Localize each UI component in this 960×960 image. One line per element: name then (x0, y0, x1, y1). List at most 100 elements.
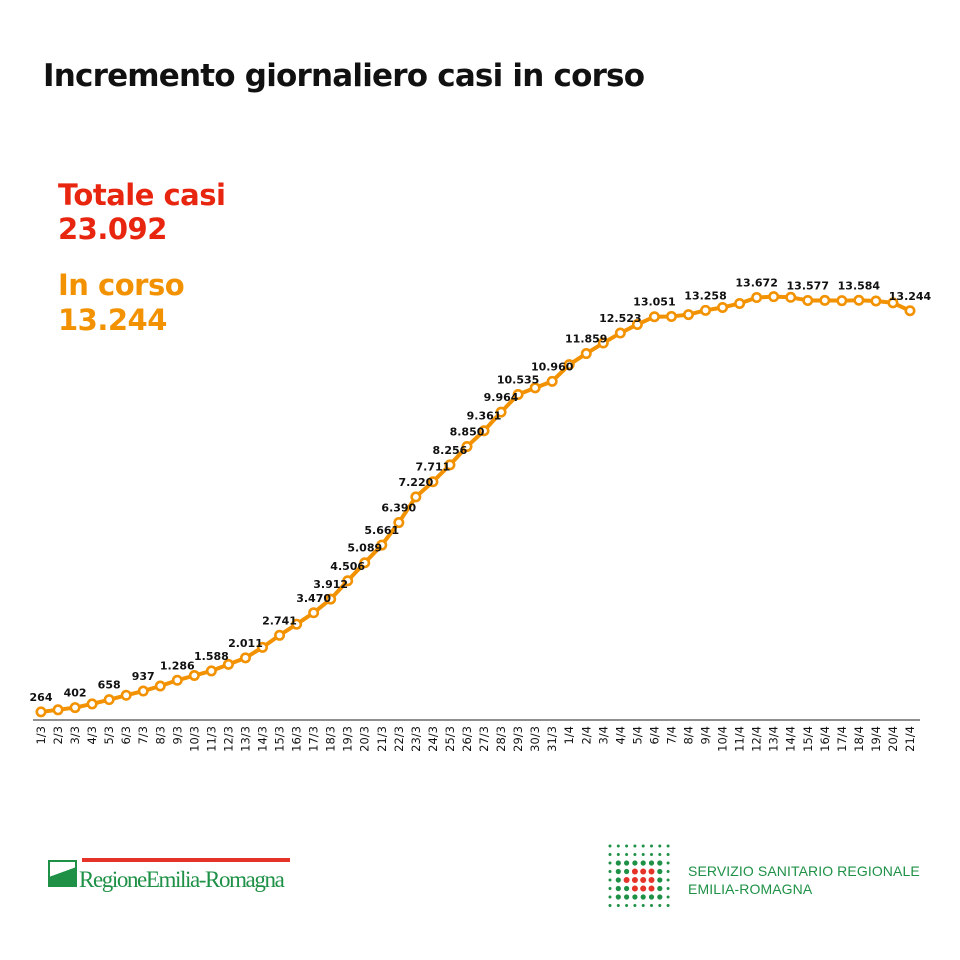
logo-dot (648, 860, 655, 866)
data-label: 12.523 (599, 312, 641, 325)
data-point (563, 359, 575, 371)
data-point (717, 301, 729, 313)
data-label: 658 (98, 679, 121, 692)
logo-dot (641, 853, 645, 856)
data-label: 5.661 (364, 524, 399, 537)
logo-dot (615, 877, 621, 883)
logo-dot (640, 860, 646, 866)
data-label: 8.256 (433, 444, 468, 457)
data-label: 402 (64, 687, 87, 700)
x-tick-label: 17/4 (835, 726, 849, 752)
data-point (222, 658, 234, 670)
logo-dot (666, 853, 670, 856)
x-tick-label: 28/3 (494, 726, 508, 752)
x-tick-label: 5/4 (630, 726, 644, 745)
logo-dot (625, 844, 629, 848)
logo-dot (658, 904, 662, 907)
logo-red-bar (82, 858, 290, 862)
x-tick-label: 9/3 (170, 726, 184, 745)
data-point (700, 304, 712, 316)
x-tick-label: 19/3 (341, 726, 355, 752)
data-point (819, 294, 831, 306)
data-point (734, 297, 746, 309)
x-tick-label: 1/4 (562, 726, 576, 745)
data-label: 10.535 (497, 373, 539, 386)
logo-dot (631, 885, 638, 892)
x-tick-label: 17/3 (307, 726, 321, 752)
x-tick-label: 21/3 (375, 726, 389, 752)
data-point (205, 665, 217, 677)
x-tick-label: 4/4 (613, 726, 627, 745)
logo-dot (616, 844, 620, 848)
chart-title: Incremento giornaliero casi in corso (43, 58, 645, 94)
x-tick-label: 14/3 (256, 726, 270, 752)
logo-dot (631, 877, 638, 883)
logo-dot (666, 887, 670, 890)
x-tick-label: 30/3 (528, 726, 542, 752)
x-tick-label: 5/3 (102, 726, 116, 745)
ssr-line2: EMILIA-ROMAGNA (688, 881, 813, 897)
data-point (580, 348, 592, 360)
data-point (342, 575, 354, 587)
logo-dot (650, 904, 653, 907)
x-tick-label: 12/3 (221, 726, 235, 752)
logo-dot (666, 878, 670, 882)
x-tick-label: 25/3 (443, 726, 457, 752)
x-tick-label: 10/3 (187, 726, 201, 752)
data-label: 9.964 (484, 391, 519, 404)
x-tick-label: 15/3 (273, 726, 287, 752)
data-point (887, 297, 899, 309)
data-point (239, 652, 251, 664)
x-tick-label: 2/3 (51, 726, 65, 745)
logo-dot (648, 894, 655, 900)
data-label: 2.741 (262, 614, 297, 627)
data-point (546, 375, 558, 387)
data-point (631, 318, 643, 330)
data-point (904, 305, 916, 317)
data-point (836, 295, 848, 307)
x-tick-label: 11/4 (733, 726, 747, 752)
data-point (648, 311, 660, 323)
data-point (86, 698, 98, 710)
logo-dot (631, 868, 638, 875)
data-point (325, 593, 337, 605)
x-tick-label: 14/4 (784, 726, 798, 752)
logo-dot (640, 885, 647, 892)
active-cases-value: 13.244 (58, 303, 167, 337)
data-label: 10.960 (531, 360, 574, 373)
logo-dot (650, 853, 653, 856)
x-tick-label: 12/4 (750, 726, 764, 752)
x-tick-label: 7/4 (664, 726, 678, 745)
logo-dot (608, 887, 612, 890)
data-label: 13.584 (838, 279, 881, 292)
x-tick-label: 6/3 (119, 726, 133, 745)
x-tick-label: 27/3 (477, 726, 491, 752)
x-tick-label: 2/4 (579, 726, 593, 745)
x-tick-label: 1/3 (34, 726, 48, 745)
data-label: 13.244 (889, 290, 932, 303)
data-label: 13.577 (787, 279, 829, 292)
logo-dot (624, 885, 630, 892)
data-point (291, 618, 303, 630)
data-point (682, 309, 694, 321)
logo-dot (648, 868, 655, 875)
data-point (478, 425, 490, 437)
x-tick-label: 3/3 (68, 726, 82, 745)
data-label: 3.470 (296, 592, 331, 605)
logo-dot (633, 844, 637, 848)
total-cases-label: Totale casi (58, 178, 226, 212)
logo-dot (666, 870, 670, 873)
x-tick-label: 10/4 (716, 726, 730, 752)
x-tick-label: 15/4 (801, 726, 815, 752)
data-point (69, 702, 81, 714)
x-tick-label: 29/3 (511, 726, 525, 752)
data-label: 7.220 (398, 476, 433, 489)
data-point (188, 670, 200, 682)
logo-dot (666, 895, 670, 899)
logo-dot (657, 868, 663, 875)
logo-dot (650, 844, 653, 848)
data-point (853, 294, 865, 306)
data-label: 937 (132, 670, 155, 683)
x-tick-label: 23/3 (409, 726, 423, 752)
logo-dot (608, 904, 612, 907)
